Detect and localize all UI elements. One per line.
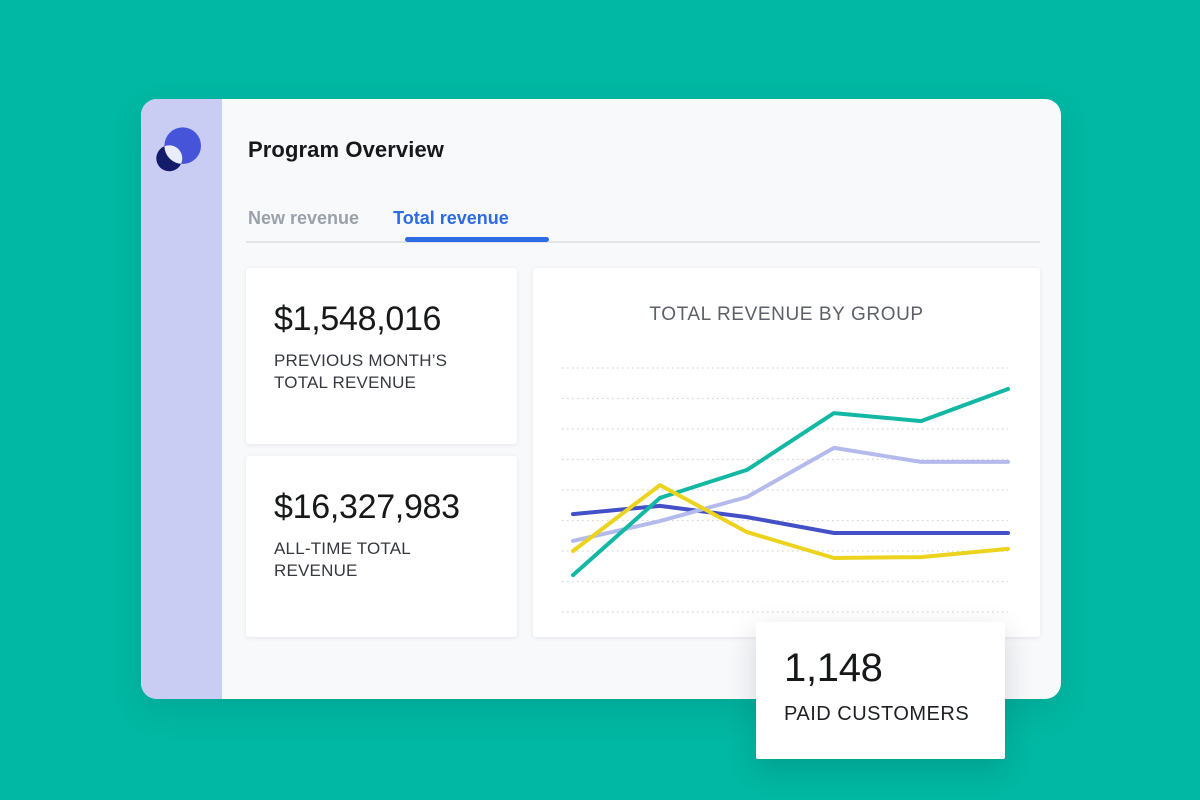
stat-label: ALL-TIME TOTAL REVENUE <box>274 539 411 580</box>
stat-card-all-time-revenue: $16,327,983 ALL-TIME TOTAL REVENUE <box>246 456 517 637</box>
page-title: Program Overview <box>248 137 445 162</box>
tab-new-revenue[interactable]: New revenue <box>248 208 360 228</box>
chart-title: TOTAL REVENUE BY GROUP <box>649 304 924 325</box>
chart-line-yellow-group <box>571 483 1010 560</box>
stat-card-previous-month-revenue: $1,548,016 PREVIOUS MONTH’S TOTAL REVENU… <box>246 268 517 444</box>
sidebar <box>141 99 222 699</box>
tab-bar: New revenue Total revenue <box>248 208 509 229</box>
revenue-line-chart <box>562 367 1010 613</box>
app-logo-icon <box>156 127 201 172</box>
program-overview-window: Program Overview New revenue Total reven… <box>141 99 1061 699</box>
paid-customers-label: PAID CUSTOMERS <box>784 703 970 725</box>
stat-value: $1,548,016 <box>274 300 442 338</box>
chart-line-lavender-group <box>571 445 1010 543</box>
paid-customers-value: 1,148 <box>784 646 883 690</box>
revenue-chart-card: TOTAL REVENUE BY GROUP <box>533 268 1040 637</box>
active-tab-indicator <box>405 237 549 242</box>
chart-line-blue-group <box>571 503 1010 535</box>
chart-line-teal-group <box>571 387 1010 578</box>
tab-bar-divider <box>246 241 1040 243</box>
paid-customers-card: 1,148 PAID CUSTOMERS <box>756 622 1005 759</box>
stat-label: PREVIOUS MONTH’S TOTAL REVENUE <box>274 351 448 392</box>
stat-value: $16,327,983 <box>274 488 460 526</box>
tab-total-revenue[interactable]: Total revenue <box>393 208 509 228</box>
